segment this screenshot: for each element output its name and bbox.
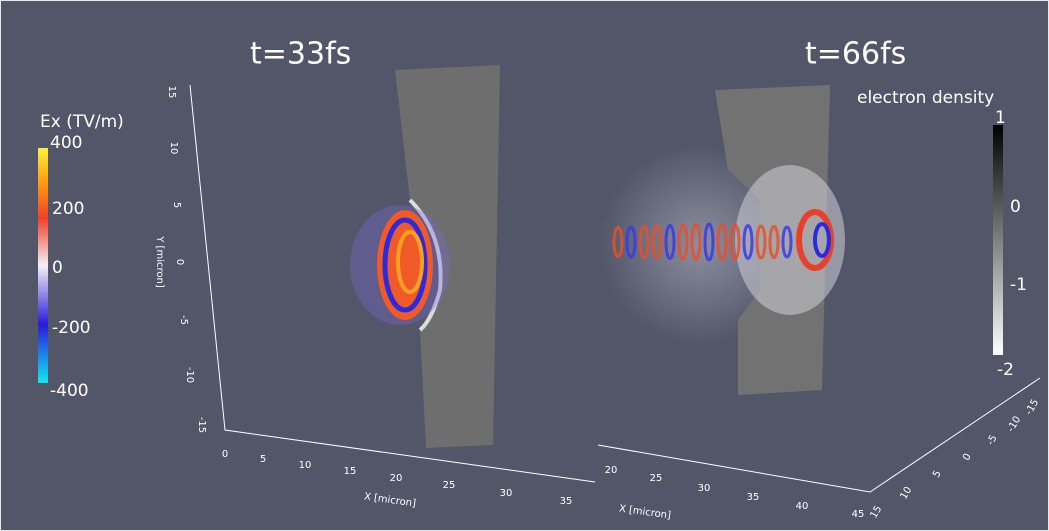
- colorbar-tick-label: -400: [50, 381, 89, 401]
- tick-label: 35: [560, 496, 573, 507]
- colorbar-tick-label: 1: [995, 108, 1006, 128]
- colorbar-tick-label: -2: [997, 360, 1014, 380]
- page: {"panels": [ {"title": "t=33fs", "x_axis…: [0, 0, 1049, 531]
- tick-label: 0: [222, 449, 228, 460]
- colorbar-tick-label: 200: [52, 199, 84, 219]
- tick-label: 10: [299, 460, 312, 471]
- panel-title: t=33fs: [250, 37, 351, 72]
- tick-label: 30: [500, 488, 513, 499]
- visualization: t=33fs t=66fs Ex (TV/m) electron density…: [0, 0, 1049, 531]
- tick-label: 15: [344, 466, 357, 477]
- tick-label: 20: [605, 465, 618, 476]
- tick-label: -15: [196, 417, 207, 433]
- colorbar-density: [993, 125, 1003, 355]
- tick-label: 40: [796, 501, 809, 512]
- tick-label: -5: [178, 315, 189, 325]
- tick-label: 45: [852, 509, 865, 520]
- axis-label: Y [micron]: [154, 235, 165, 288]
- tick-label: 35: [747, 492, 760, 503]
- tick-label: 30: [698, 483, 711, 494]
- colorbar-tick-label: -200: [52, 318, 91, 338]
- colorbar-label: Ex (TV/m): [40, 112, 124, 132]
- tick-label: -10: [184, 367, 195, 383]
- colorbar-tick-label: 0: [1010, 197, 1021, 217]
- tick-label: 5: [260, 454, 266, 465]
- colorbar-label: electron density: [857, 88, 994, 108]
- panel-title: t=66fs: [805, 37, 906, 72]
- tick-label: 5: [171, 202, 182, 208]
- colorbar-tick-label: 400: [50, 133, 82, 153]
- tick-label: 25: [650, 473, 663, 484]
- tick-label: 25: [443, 480, 456, 491]
- tick-label: 15: [166, 86, 177, 99]
- colorbar-ex: [38, 148, 48, 383]
- colorbar-tick-label: -1: [1010, 275, 1027, 295]
- tick-label: 0: [174, 259, 185, 265]
- tick-label: 20: [390, 473, 403, 484]
- tick-label: 10: [168, 142, 179, 155]
- colorbar-tick-label: 0: [52, 258, 63, 278]
